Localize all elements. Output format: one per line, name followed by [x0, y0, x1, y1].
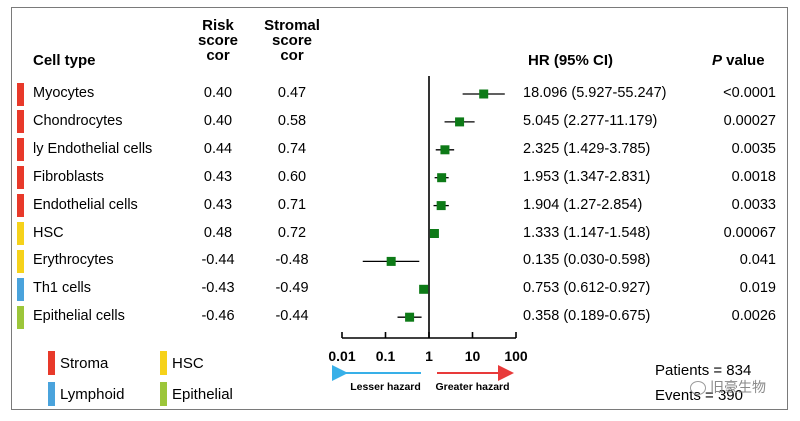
- row-stromal-score: 0.58: [277, 112, 307, 129]
- x-tick-label: 0.1: [376, 348, 396, 364]
- header-risk-score-cor: Risk score cor: [188, 18, 248, 63]
- row-p-value: 0.0026: [731, 308, 776, 325]
- row-risk-score: 0.40: [203, 85, 233, 101]
- row-hr-ci: 18.096 (5.927-55.247): [523, 85, 667, 101]
- row-risk-score: 0.44: [203, 140, 233, 157]
- wechat-icon: [690, 381, 706, 396]
- row-risk-score: 0.48: [203, 224, 233, 241]
- greater-hazard-label: Greater hazard: [435, 381, 509, 393]
- patients-count: Patients = 834: [655, 362, 752, 379]
- row-stromal-score: -0.44: [275, 308, 309, 325]
- row-stromal-score: 0.47: [277, 85, 307, 101]
- row-risk-score: 0.40: [203, 112, 233, 129]
- row-hr-ci: 2.325 (1.429-3.785): [523, 140, 651, 157]
- row-risk-score: 0.43: [203, 168, 233, 185]
- header-stromal-score-cor: Stromal score cor: [256, 18, 328, 63]
- header-hr-ci: HR (95% CI): [528, 52, 614, 69]
- header-risk-line2: score: [197, 32, 239, 49]
- header-stromal-line2: score: [271, 32, 313, 49]
- row-stromal-score: 0.60: [277, 168, 307, 185]
- legend-swatch-hsc: [160, 351, 167, 375]
- header-cell-type: Cell type: [33, 52, 96, 69]
- header-p-italic: P: [712, 52, 723, 69]
- header-p-value: P value: [712, 52, 765, 69]
- legend-label-epithelial: Epithelial: [172, 386, 233, 403]
- group-color-bar: [17, 166, 24, 190]
- group-color-bar: [17, 222, 24, 245]
- group-color-bar: [17, 277, 24, 301]
- legend-swatch-epithelial: [160, 382, 167, 406]
- row-p-value: 0.0035: [731, 140, 776, 157]
- row-hr-ci: 0.358 (0.189-0.675): [523, 308, 651, 325]
- row-cell-type: Chondrocytes: [33, 112, 123, 129]
- hr-marker: [479, 89, 489, 99]
- row-p-value: 0.041: [739, 252, 776, 269]
- x-tick-label: 10: [465, 348, 481, 364]
- row-cell-type: Myocytes: [33, 85, 95, 101]
- row-cell-type: Epithelial cells: [33, 308, 125, 325]
- group-color-bar: [17, 305, 24, 329]
- hr-marker: [405, 312, 415, 322]
- row-risk-score: -0.44: [201, 252, 235, 269]
- group-color-bar: [17, 110, 24, 134]
- hr-marker: [437, 173, 447, 183]
- group-color-bar: [17, 82, 24, 106]
- header-risk-line3: cor: [206, 47, 230, 64]
- row-stromal-score: 0.71: [277, 196, 307, 213]
- group-color-bar: [17, 138, 24, 162]
- row-hr-ci: 0.135 (0.030-0.598): [523, 252, 651, 269]
- x-tick-label: 1: [425, 348, 433, 364]
- row-stromal-score: 0.74: [277, 140, 307, 157]
- hr-marker: [455, 117, 465, 127]
- row-cell-type: HSC: [33, 224, 64, 241]
- row-p-value: <0.0001: [723, 85, 776, 101]
- watermark-logo: 旧豪生物: [690, 377, 766, 397]
- watermark-text: 旧豪生物: [710, 379, 766, 395]
- row-p-value: 0.019: [739, 280, 776, 297]
- row-p-value: 0.0033: [731, 196, 776, 213]
- header-p-rest: value: [722, 52, 765, 69]
- events-count: Events = 390: [655, 387, 743, 404]
- figure-frame: [11, 7, 788, 410]
- x-tick-label: 0.01: [328, 348, 355, 364]
- row-cell-type: Fibroblasts: [33, 168, 104, 185]
- row-hr-ci: 0.753 (0.612-0.927): [523, 280, 651, 297]
- group-color-bar: [17, 194, 24, 218]
- row-p-value: 0.00067: [723, 224, 776, 241]
- row-hr-ci: 1.953 (1.347-2.831): [523, 168, 651, 185]
- row-stromal-score: -0.48: [275, 252, 309, 269]
- row-stromal-score: -0.49: [275, 280, 309, 297]
- group-color-bar: [17, 249, 24, 273]
- row-risk-score: 0.43: [203, 196, 233, 213]
- legend-label-stroma: Stroma: [60, 355, 109, 372]
- header-stromal-line1: Stromal: [264, 17, 320, 34]
- header-risk-line1: Risk: [202, 17, 234, 34]
- row-risk-score: -0.43: [201, 280, 235, 297]
- row-cell-type: Th1 cells: [33, 280, 92, 297]
- legend-label-lymphoid: Lymphoid: [60, 386, 125, 403]
- legend-swatch-stroma: [48, 351, 55, 375]
- row-p-value: 0.00027: [723, 112, 776, 129]
- hr-marker: [429, 229, 439, 238]
- hr-marker: [386, 256, 396, 266]
- row-cell-type: Erythrocytes: [33, 252, 114, 269]
- row-cell-type: ly Endothelial cells: [33, 140, 153, 157]
- row-hr-ci: 1.904 (1.27-2.854): [523, 196, 643, 213]
- row-hr-ci: 5.045 (2.277-11.179): [523, 112, 658, 129]
- hr-marker: [440, 145, 450, 155]
- legend-swatch-lymphoid: [48, 382, 55, 406]
- row-cell-type: Endothelial cells: [33, 196, 138, 213]
- legend-label-hsc: HSC: [172, 355, 204, 372]
- row-p-value: 0.0018: [731, 168, 776, 185]
- row-stromal-score: 0.72: [277, 224, 307, 241]
- row-hr-ci: 1.333 (1.147-1.548): [523, 224, 651, 241]
- header-stromal-line3: cor: [280, 47, 304, 64]
- row-risk-score: -0.46: [201, 308, 235, 325]
- hr-marker: [419, 284, 429, 294]
- hr-marker: [436, 201, 446, 211]
- x-tick-label: 100: [504, 348, 528, 364]
- lesser-hazard-label: Lesser hazard: [350, 381, 421, 393]
